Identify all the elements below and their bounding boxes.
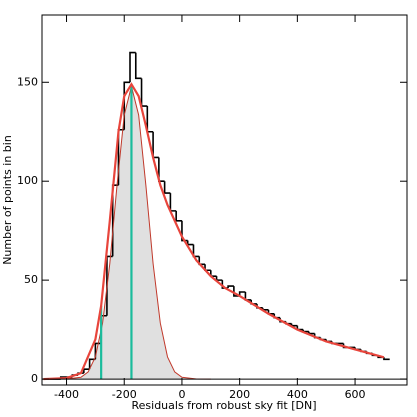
histogram-bin <box>308 331 315 335</box>
x-tick-label: 0 <box>178 388 185 401</box>
x-tick-label: -200 <box>112 388 137 401</box>
histogram-bin <box>158 157 165 183</box>
histogram-bin <box>88 358 96 370</box>
x-axis-label: Residuals from robust sky fit [DN] <box>131 399 316 412</box>
histogram-bin <box>152 131 159 159</box>
histogram-bin <box>134 52 142 80</box>
y-tick-label: 100 <box>17 174 38 187</box>
fit-line <box>43 82 385 381</box>
histogram-bin <box>209 270 217 277</box>
histogram-bin <box>163 181 171 194</box>
histogram-bin <box>146 106 154 133</box>
x-tick-label: 600 <box>345 388 366 401</box>
histogram-bin <box>244 292 252 301</box>
plot-frame <box>41 14 408 386</box>
histogram-bin <box>186 240 194 246</box>
y-tick-label: 50 <box>24 273 38 286</box>
histogram-bin <box>129 51 136 83</box>
x-tick-label: -400 <box>54 388 79 401</box>
histogram-bin <box>192 244 200 258</box>
histogram-bin <box>227 285 234 289</box>
histogram-bin <box>94 342 102 360</box>
gaussian-area <box>66 86 211 380</box>
histogram-bin <box>140 78 148 107</box>
x-tick-label: 400 <box>287 388 308 401</box>
histogram-bin <box>215 276 223 281</box>
y-tick-label: 0 <box>31 372 38 385</box>
histogram-bin <box>175 210 182 222</box>
x-tick-label: 200 <box>229 388 250 401</box>
gaussian-line <box>66 86 211 380</box>
histogram-bin <box>169 193 177 212</box>
y-tick-label: 150 <box>17 75 38 88</box>
histogram-bin <box>290 323 298 327</box>
y-axis-label: Number of points in bin <box>1 135 14 265</box>
histogram-bin <box>383 357 390 361</box>
histogram-bin <box>181 220 188 242</box>
histogram-bin <box>238 291 246 296</box>
